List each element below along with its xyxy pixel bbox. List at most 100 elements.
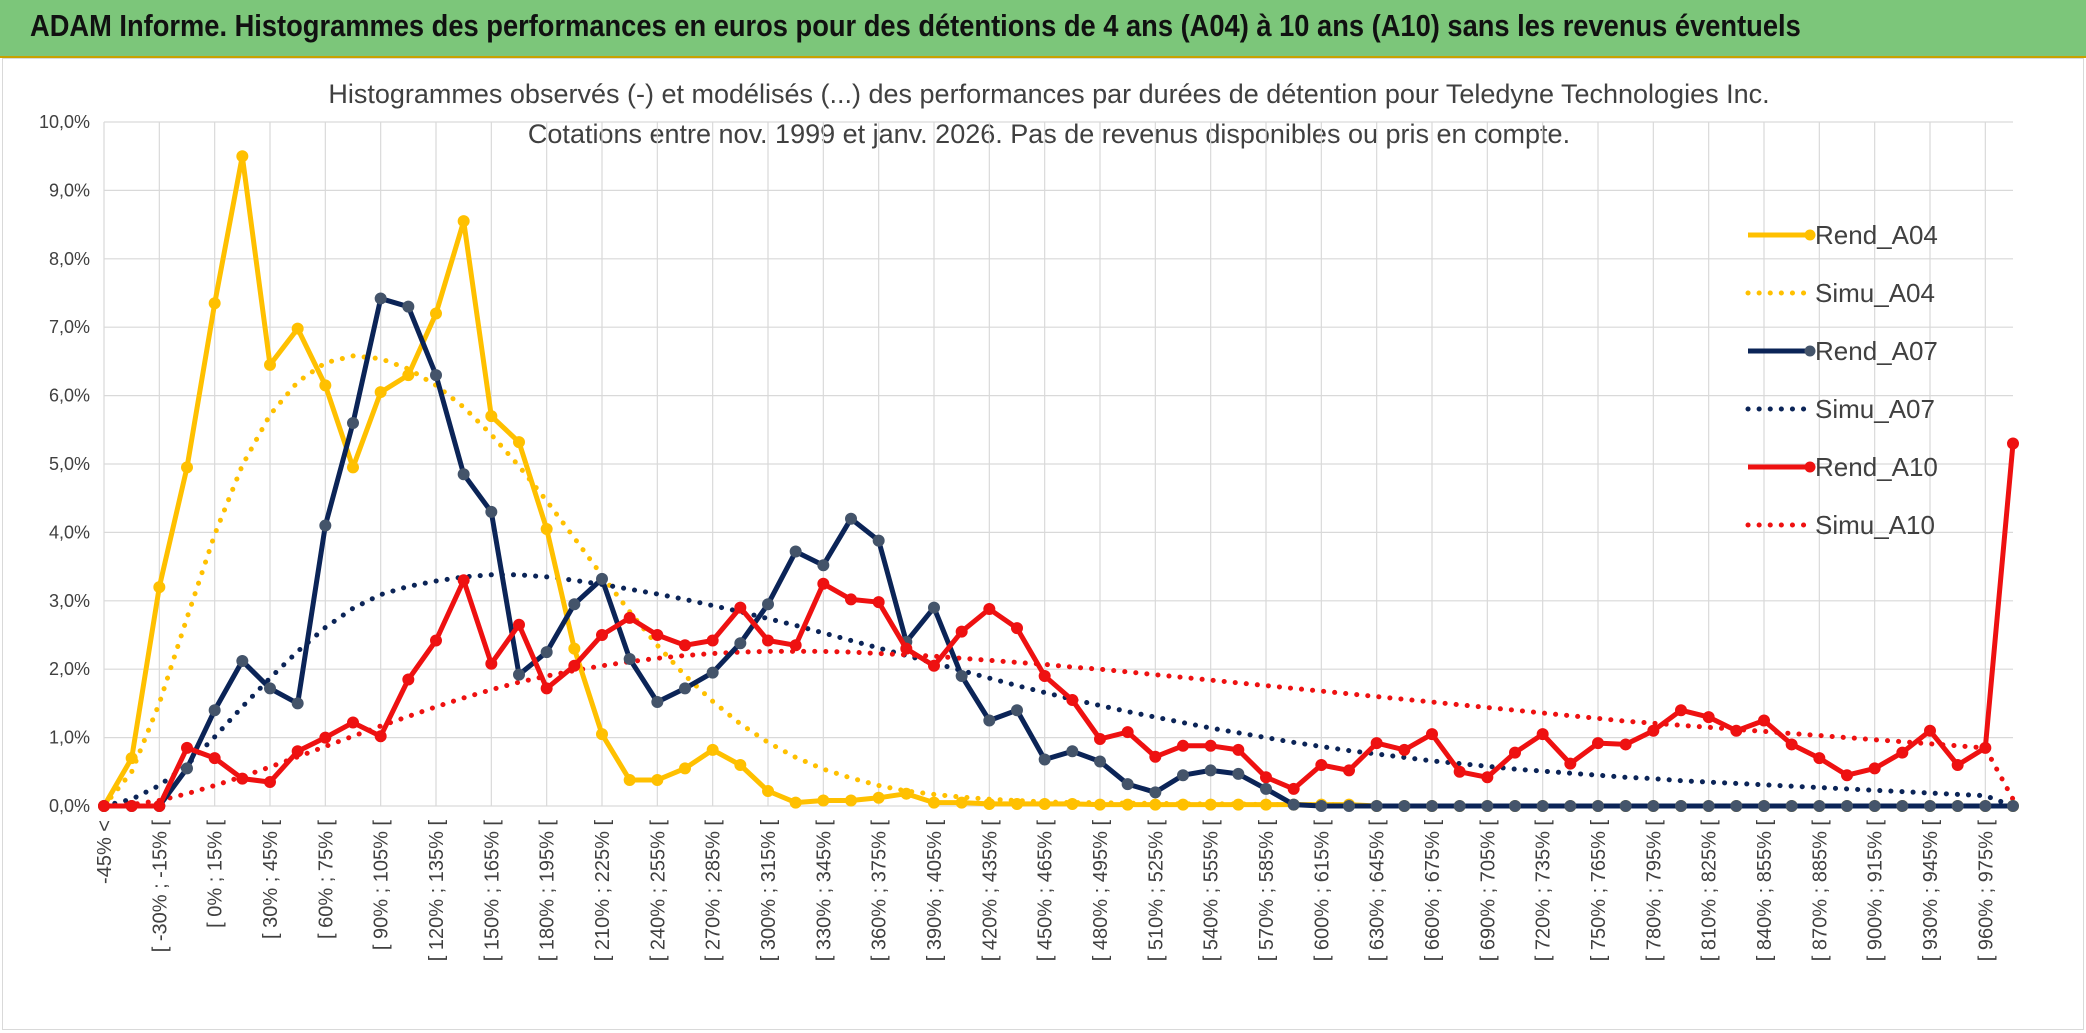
y-tick-label: 10,0% xyxy=(39,112,90,132)
legend-item-rend_a04: Rend_A04 xyxy=(1748,220,1938,250)
data-point xyxy=(153,581,166,594)
data-point xyxy=(540,682,553,695)
x-tick-label: [ 690% ; 705% [ xyxy=(1477,820,1499,962)
data-point xyxy=(872,791,885,804)
x-tick-label: [ 150% ; 165% [ xyxy=(481,820,503,962)
data-point xyxy=(1370,800,1383,812)
data-point xyxy=(1204,798,1217,811)
y-tick-label: 2,0% xyxy=(49,659,90,679)
data-point xyxy=(762,784,774,797)
legend-label: Rend_A10 xyxy=(1815,452,1938,482)
legend-item-rend_a07: Rend_A07 xyxy=(1748,336,1938,366)
data-point xyxy=(98,800,110,812)
x-tick-label: [ 210% ; 225% [ xyxy=(592,820,614,962)
x-tick-label: [ 390% ; 405% [ xyxy=(924,820,946,962)
data-point xyxy=(789,796,802,809)
data-point xyxy=(1675,704,1687,717)
data-point xyxy=(1647,724,1660,737)
data-point xyxy=(430,307,442,320)
x-tick-label: [ 720% ; 735% [ xyxy=(1533,820,1555,962)
data-point xyxy=(983,603,996,616)
data-point xyxy=(679,762,691,775)
data-point xyxy=(1121,798,1134,811)
data-point xyxy=(1094,755,1106,768)
x-tick-label: [ 90% ; 105% [ xyxy=(371,820,393,951)
data-point xyxy=(789,639,802,652)
data-point xyxy=(1841,800,1853,812)
data-point xyxy=(1509,800,1521,812)
y-tick-label: 7,0% xyxy=(49,317,90,337)
data-point xyxy=(900,787,913,800)
data-point xyxy=(1260,782,1272,795)
data-point xyxy=(1343,800,1355,812)
data-point xyxy=(928,659,940,672)
x-tick-label: [ 750% ; 765% [ xyxy=(1588,820,1610,962)
data-point xyxy=(1896,800,1909,812)
data-point xyxy=(125,752,138,765)
x-tick-label: [ 900% ; 915% [ xyxy=(1865,820,1887,962)
data-point xyxy=(1481,800,1494,812)
data-point xyxy=(568,598,581,611)
x-tick-label: [ 540% ; 555% [ xyxy=(1201,820,1223,962)
data-point xyxy=(2007,800,2019,812)
data-point xyxy=(264,358,276,371)
data-point xyxy=(291,322,304,335)
legend-label: Simu_A07 xyxy=(1815,394,1935,424)
report-banner: ADAM Informe. Histogrammes des performan… xyxy=(0,0,2086,58)
y-tick-label: 4,0% xyxy=(49,522,90,542)
data-point xyxy=(374,730,387,743)
data-point xyxy=(651,696,664,709)
x-tick-label: [ 570% ; 585% [ xyxy=(1256,820,1278,962)
x-tick-label: [ 930% ; 945% [ xyxy=(1920,820,1942,962)
legend-label: Simu_A10 xyxy=(1815,510,1935,540)
data-point xyxy=(983,797,996,810)
data-point xyxy=(402,300,415,313)
data-point xyxy=(1675,800,1687,812)
data-point xyxy=(900,642,913,655)
data-point xyxy=(1121,778,1134,791)
data-point xyxy=(1343,764,1355,777)
data-point xyxy=(181,762,193,775)
data-point xyxy=(651,774,664,787)
data-point xyxy=(1370,737,1383,750)
data-point xyxy=(2007,437,2019,450)
data-point xyxy=(1702,711,1715,724)
data-point xyxy=(540,646,553,659)
data-point xyxy=(734,601,747,614)
data-point xyxy=(457,468,470,481)
series-simu_a10 xyxy=(101,648,2016,809)
x-tick-label: [ 30% ; 45% [ xyxy=(260,820,282,939)
data-point xyxy=(1149,750,1162,763)
y-tick-label: 3,0% xyxy=(49,591,90,611)
chart-svg: Histogrammes observés (-) et modélisés (… xyxy=(39,79,2019,962)
data-point xyxy=(291,745,304,758)
x-tick-label: [ -30% ; -15% [ xyxy=(149,820,171,953)
x-tick-label: [ 360% ; 375% [ xyxy=(869,820,891,962)
data-point xyxy=(1536,728,1549,741)
series-line xyxy=(101,153,2013,809)
data-point xyxy=(319,731,332,744)
data-point xyxy=(734,637,747,650)
data-point xyxy=(430,634,442,647)
x-tick-label: -45% < xyxy=(94,820,116,884)
data-point xyxy=(264,776,276,789)
x-tick-label: [ 240% ; 255% [ xyxy=(647,820,669,962)
legend: Rend_A04 Simu_A04 Rend_A07 Simu_A07 Rend_A10… xyxy=(1745,220,1938,540)
data-point xyxy=(568,659,581,672)
grid-lines xyxy=(103,121,2013,807)
data-point xyxy=(762,634,774,647)
report-title: ADAM Informe. Histogrammes des performan… xyxy=(30,8,1801,43)
data-point xyxy=(1758,800,1770,812)
legend-marker xyxy=(1804,229,1816,241)
data-point xyxy=(1951,758,1964,771)
data-point xyxy=(1509,746,1521,759)
data-point xyxy=(1094,732,1106,745)
legend-marker xyxy=(1804,461,1816,473)
data-point xyxy=(845,593,857,606)
data-point xyxy=(623,611,636,624)
legend-marker xyxy=(1804,345,1816,357)
chart-subtitle: Cotations entre nov. 1999 et janv. 2026.… xyxy=(528,119,1570,149)
data-point xyxy=(181,741,193,754)
data-point xyxy=(291,697,304,710)
legend-item-rend_a10: Rend_A10 xyxy=(1748,452,1938,482)
